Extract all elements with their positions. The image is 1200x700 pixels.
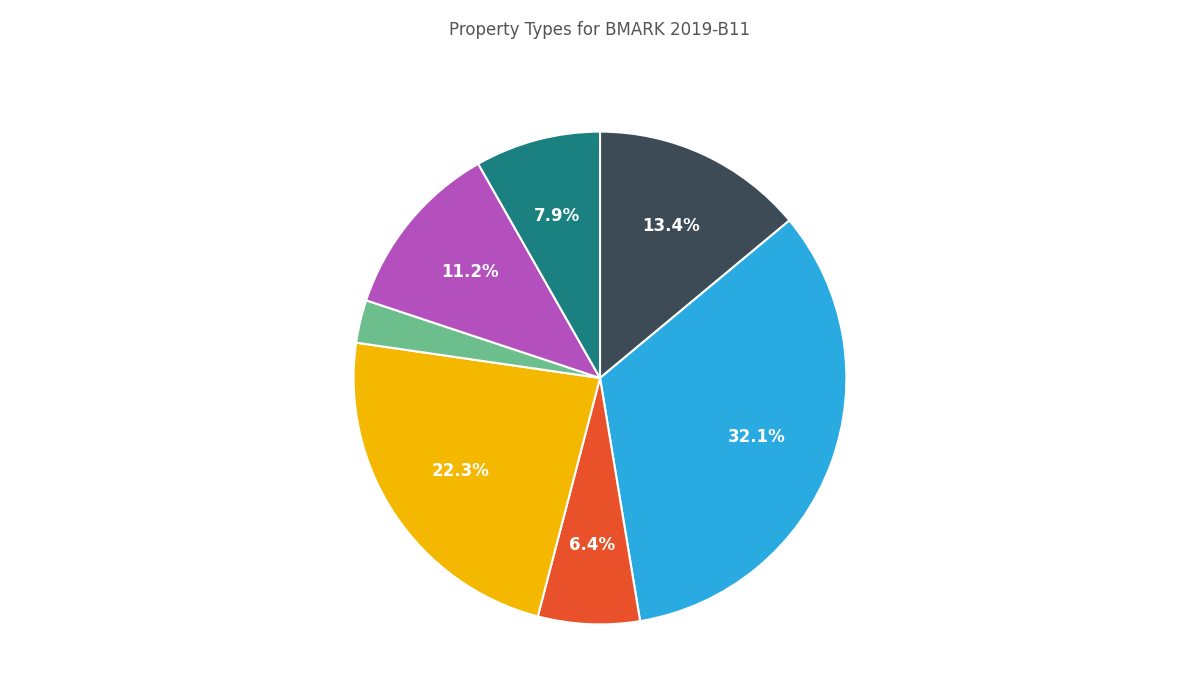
Text: Property Types for BMARK 2019-B11: Property Types for BMARK 2019-B11: [450, 21, 750, 39]
Text: 22.3%: 22.3%: [432, 461, 490, 480]
Wedge shape: [600, 132, 790, 378]
Text: 7.9%: 7.9%: [534, 207, 581, 225]
Text: 13.4%: 13.4%: [642, 217, 700, 235]
Wedge shape: [356, 300, 600, 378]
Wedge shape: [354, 342, 600, 617]
Wedge shape: [538, 378, 640, 624]
Wedge shape: [600, 220, 846, 621]
Wedge shape: [478, 132, 600, 378]
Text: 11.2%: 11.2%: [442, 262, 499, 281]
Wedge shape: [366, 164, 600, 378]
Text: 6.4%: 6.4%: [569, 536, 616, 554]
Text: 32.1%: 32.1%: [728, 428, 786, 445]
